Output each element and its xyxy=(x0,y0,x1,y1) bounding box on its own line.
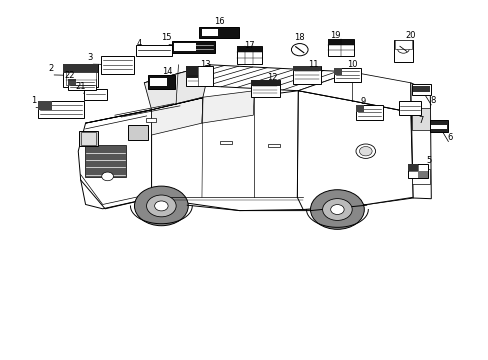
Polygon shape xyxy=(202,91,254,123)
Text: 10: 10 xyxy=(346,60,357,69)
Circle shape xyxy=(134,186,188,226)
Text: 17: 17 xyxy=(244,40,254,49)
Bar xyxy=(101,56,134,74)
Polygon shape xyxy=(151,91,412,211)
Circle shape xyxy=(291,44,307,56)
Bar xyxy=(394,40,411,49)
Bar xyxy=(81,132,96,145)
Bar xyxy=(411,84,430,95)
Bar xyxy=(327,39,353,45)
Bar xyxy=(333,68,360,82)
Circle shape xyxy=(355,144,375,158)
Circle shape xyxy=(102,172,113,181)
Bar xyxy=(63,64,98,87)
Bar xyxy=(38,101,84,118)
Bar xyxy=(237,46,261,64)
Text: 12: 12 xyxy=(266,73,277,82)
Bar xyxy=(412,86,429,92)
Bar xyxy=(393,40,412,62)
Text: 14: 14 xyxy=(162,68,172,77)
Polygon shape xyxy=(298,72,410,112)
Polygon shape xyxy=(78,110,151,209)
Bar xyxy=(237,46,261,52)
Text: 9: 9 xyxy=(360,97,365,106)
Bar xyxy=(199,27,239,38)
Bar xyxy=(411,169,429,184)
Bar xyxy=(407,164,427,178)
Bar xyxy=(63,64,98,73)
Polygon shape xyxy=(297,91,412,210)
Circle shape xyxy=(322,199,351,220)
Text: 1: 1 xyxy=(31,96,36,105)
Bar xyxy=(128,125,147,140)
Bar xyxy=(185,66,198,77)
Bar xyxy=(84,145,126,177)
Text: 20: 20 xyxy=(405,31,415,40)
Bar xyxy=(292,66,321,84)
Circle shape xyxy=(154,201,168,211)
Bar xyxy=(292,66,321,71)
Bar xyxy=(407,164,417,171)
Circle shape xyxy=(397,45,408,53)
Text: 18: 18 xyxy=(294,33,305,42)
Bar xyxy=(68,79,96,90)
Text: 16: 16 xyxy=(213,17,224,26)
Bar xyxy=(411,108,429,130)
Bar xyxy=(174,43,195,51)
Bar xyxy=(202,29,218,36)
Bar xyxy=(220,141,232,144)
Bar xyxy=(327,39,353,56)
Circle shape xyxy=(146,195,176,217)
Circle shape xyxy=(330,204,344,215)
Text: 15: 15 xyxy=(161,33,171,42)
Text: 22: 22 xyxy=(64,71,75,80)
Text: 4: 4 xyxy=(137,39,142,48)
Bar xyxy=(250,80,280,86)
Bar xyxy=(136,45,171,56)
Text: 6: 6 xyxy=(447,133,451,142)
Bar xyxy=(185,66,212,85)
Bar xyxy=(83,89,107,100)
Bar xyxy=(68,79,76,85)
Polygon shape xyxy=(410,83,430,199)
Bar xyxy=(417,171,427,178)
Bar xyxy=(429,120,447,132)
Text: 5: 5 xyxy=(426,156,431,165)
Bar xyxy=(65,72,96,85)
Bar xyxy=(171,41,214,53)
Bar xyxy=(145,118,155,122)
Text: 11: 11 xyxy=(307,60,318,69)
Bar xyxy=(150,78,166,86)
Bar xyxy=(355,105,363,112)
Bar xyxy=(333,68,341,75)
Text: 21: 21 xyxy=(75,82,86,91)
Bar xyxy=(267,144,280,147)
Bar xyxy=(355,105,382,120)
Text: 19: 19 xyxy=(329,31,340,40)
Bar xyxy=(79,131,98,146)
Text: 13: 13 xyxy=(200,60,210,69)
Polygon shape xyxy=(144,65,210,110)
Bar xyxy=(147,75,175,89)
Text: 8: 8 xyxy=(429,96,434,105)
Polygon shape xyxy=(85,98,203,123)
Circle shape xyxy=(359,147,371,156)
Circle shape xyxy=(310,190,364,229)
Text: 2: 2 xyxy=(49,64,54,73)
Text: 3: 3 xyxy=(88,53,93,62)
Bar xyxy=(430,125,446,130)
Bar xyxy=(38,101,52,110)
Polygon shape xyxy=(151,97,203,135)
Bar xyxy=(398,101,420,115)
Bar xyxy=(250,80,280,97)
Text: 7: 7 xyxy=(417,116,422,125)
Polygon shape xyxy=(144,65,351,91)
